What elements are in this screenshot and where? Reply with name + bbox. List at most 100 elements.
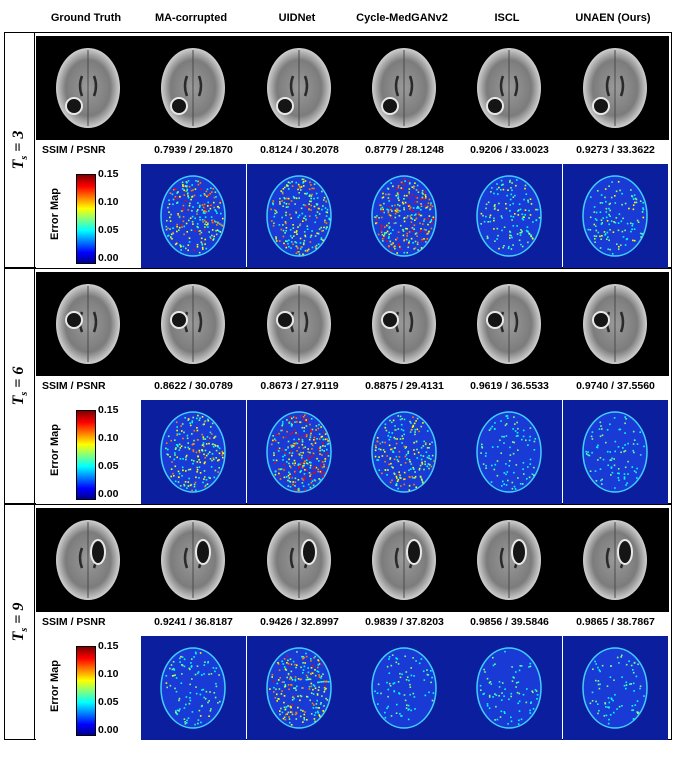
row-label: Ts = 9 (9, 603, 29, 642)
metric-label: SSIM / PSNR (42, 380, 106, 392)
metric-row: SSIM / PSNR 0.9241 / 36.8187 0.9426 / 32.8… (36, 613, 669, 635)
colorbar-tick-label: 0.10 (98, 668, 119, 680)
error-map-image (352, 636, 457, 740)
error-map-cell (457, 400, 562, 504)
mri-slice (161, 284, 225, 364)
mri-slice (161, 48, 225, 128)
colorbar-tick-label: 0.10 (98, 432, 119, 444)
metric-value: 0.8124 / 30.2078 (260, 144, 339, 156)
colorbar-tick-label: 0.15 (98, 404, 119, 416)
error-map-image (352, 400, 457, 504)
mri-image-row (36, 36, 669, 140)
metric-value: 0.9740 / 37.5560 (576, 380, 655, 392)
mri-slice (372, 48, 436, 128)
colorbar-tick-label: 0.10 (98, 196, 119, 208)
error-map-cell (247, 400, 352, 504)
error-map-cell (141, 164, 246, 268)
colorbar-tick-label: 0.05 (98, 460, 119, 472)
error-map-image (352, 164, 457, 268)
metric-value: 0.9839 / 37.8203 (365, 616, 444, 628)
metric-label: SSIM / PSNR (42, 616, 106, 628)
colorbar-cell: Error Map 0.15 0.10 0.05 0.00 (36, 636, 141, 740)
row-label-cell: Ts = 9 (5, 505, 35, 739)
mri-image-row (36, 508, 669, 612)
colorbar-gradient (76, 174, 96, 264)
error-map-image (457, 400, 562, 504)
mri-slice (56, 48, 120, 128)
mri-cell (352, 36, 457, 140)
error-map-row: Error Map 0.15 0.10 0.05 0.00 (36, 164, 669, 268)
error-map-image (141, 636, 246, 740)
mri-cell (247, 508, 352, 612)
row-label-eq: = (9, 610, 27, 628)
mri-slice (583, 284, 647, 364)
error-map-cell (457, 164, 562, 268)
mri-cell (352, 508, 457, 612)
row-label-main: T (9, 631, 27, 642)
mri-slice (267, 520, 331, 600)
mri-slice (477, 48, 541, 128)
mri-cell (141, 508, 246, 612)
metric-value: 0.8779 / 28.1248 (365, 144, 444, 156)
colorbar-title: Error Map (49, 660, 61, 712)
metric-value: 0.8875 / 29.4131 (365, 380, 444, 392)
mri-cell (457, 36, 562, 140)
error-map-cell (141, 400, 246, 504)
row-label: Ts = 6 (9, 367, 29, 406)
mri-slice (583, 520, 647, 600)
figure-row-block: Ts = 3 SSIM / PSNR 0.7939 / 29.1870 0.8124 … (4, 32, 672, 268)
figure-row-block: Ts = 6 SSIM / PSNR 0.8622 / 30.0789 0.8673 … (4, 268, 672, 504)
row-label: Ts = 3 (9, 131, 29, 170)
row-label-cell: Ts = 3 (5, 33, 35, 267)
error-map-image (457, 164, 562, 268)
row-label-sub: s (18, 155, 30, 160)
error-map-cell (141, 636, 246, 740)
row-label-value: 3 (9, 130, 27, 139)
colorbar-tick-label: 0.00 (98, 724, 119, 736)
colorbar-tick-label: 0.15 (98, 168, 119, 180)
colorbar-cell: Error Map 0.15 0.10 0.05 0.00 (36, 400, 141, 504)
colorbar-title: Error Map (49, 424, 61, 476)
row-label-value: 6 (9, 366, 27, 375)
error-map-row: Error Map 0.15 0.10 0.05 0.00 (36, 400, 669, 504)
error-map-image (457, 636, 562, 740)
colorbar-tick-label: 0.15 (98, 640, 119, 652)
row-label-cell: Ts = 6 (5, 269, 35, 503)
colorbar-gradient (76, 646, 96, 736)
mri-cell (141, 36, 246, 140)
mri-cell (352, 272, 457, 376)
error-map-cell (563, 636, 668, 740)
metric-value: 0.9856 / 39.5846 (470, 616, 549, 628)
error-map-cell (247, 636, 352, 740)
figure-row-block: Ts = 9 SSIM / PSNR 0.9241 / 36.8187 0.9426 … (4, 504, 672, 740)
mri-cell (457, 508, 562, 612)
column-header: Ground Truth (50, 12, 122, 24)
mri-cell (563, 36, 668, 140)
mri-cell (36, 272, 141, 376)
error-map-image (141, 400, 246, 504)
metric-value: 0.9241 / 36.8187 (154, 616, 233, 628)
mri-slice (372, 284, 436, 364)
mri-cell (563, 508, 668, 612)
row-label-main: T (9, 159, 27, 170)
mri-cell (247, 36, 352, 140)
colorbar-title: Error Map (49, 188, 61, 240)
error-map-image (247, 164, 352, 268)
mri-slice (477, 520, 541, 600)
metric-value: 0.7939 / 29.1870 (154, 144, 233, 156)
column-header: Cycle-MedGANv2 (356, 12, 448, 24)
error-map-cell (247, 164, 352, 268)
error-map-cell (563, 164, 668, 268)
row-label-sub: s (18, 391, 30, 396)
mri-cell (141, 272, 246, 376)
metric-value: 0.9426 / 32.8997 (260, 616, 339, 628)
mri-slice (267, 284, 331, 364)
metric-value: 0.9865 / 38.7867 (576, 616, 655, 628)
mri-cell (563, 272, 668, 376)
metric-value: 0.8673 / 27.9119 (260, 380, 339, 392)
colorbar-gradient (76, 410, 96, 500)
error-map-image (563, 400, 668, 504)
row-label-sub: s (18, 627, 30, 632)
column-headers: Ground Truth MA-corrupted UIDNet Cycle-MedG… (4, 6, 672, 32)
row-label-eq: = (9, 138, 27, 156)
